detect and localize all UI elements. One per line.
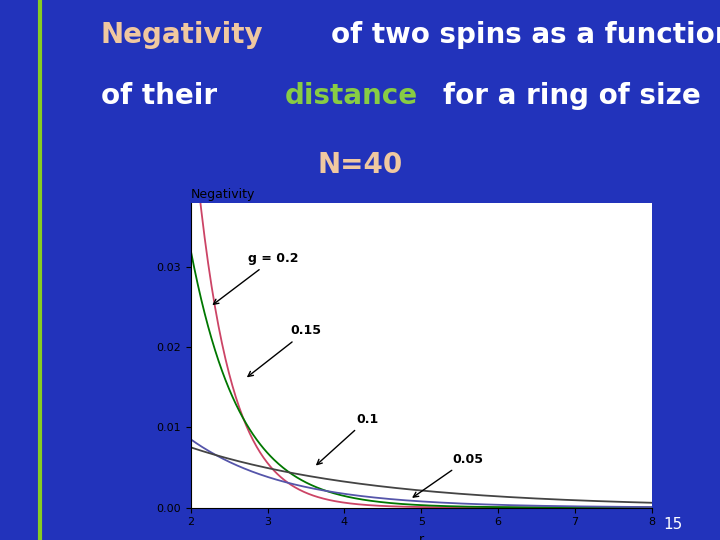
- Text: of two spins as a function: of two spins as a function: [331, 21, 720, 49]
- Text: Negativity: Negativity: [191, 188, 255, 201]
- Text: g = 0.2: g = 0.2: [213, 252, 299, 304]
- Text: N=40: N=40: [318, 151, 402, 179]
- Text: 15: 15: [664, 517, 683, 532]
- Text: of their: of their: [101, 82, 217, 110]
- Text: distance: distance: [284, 82, 418, 110]
- Text: Negativity: Negativity: [101, 21, 264, 49]
- Text: 0.05: 0.05: [413, 453, 483, 497]
- Text: for a ring of size: for a ring of size: [443, 82, 701, 110]
- X-axis label: r: r: [418, 533, 424, 540]
- Text: 0.15: 0.15: [248, 325, 322, 376]
- Text: 0.1: 0.1: [317, 413, 378, 464]
